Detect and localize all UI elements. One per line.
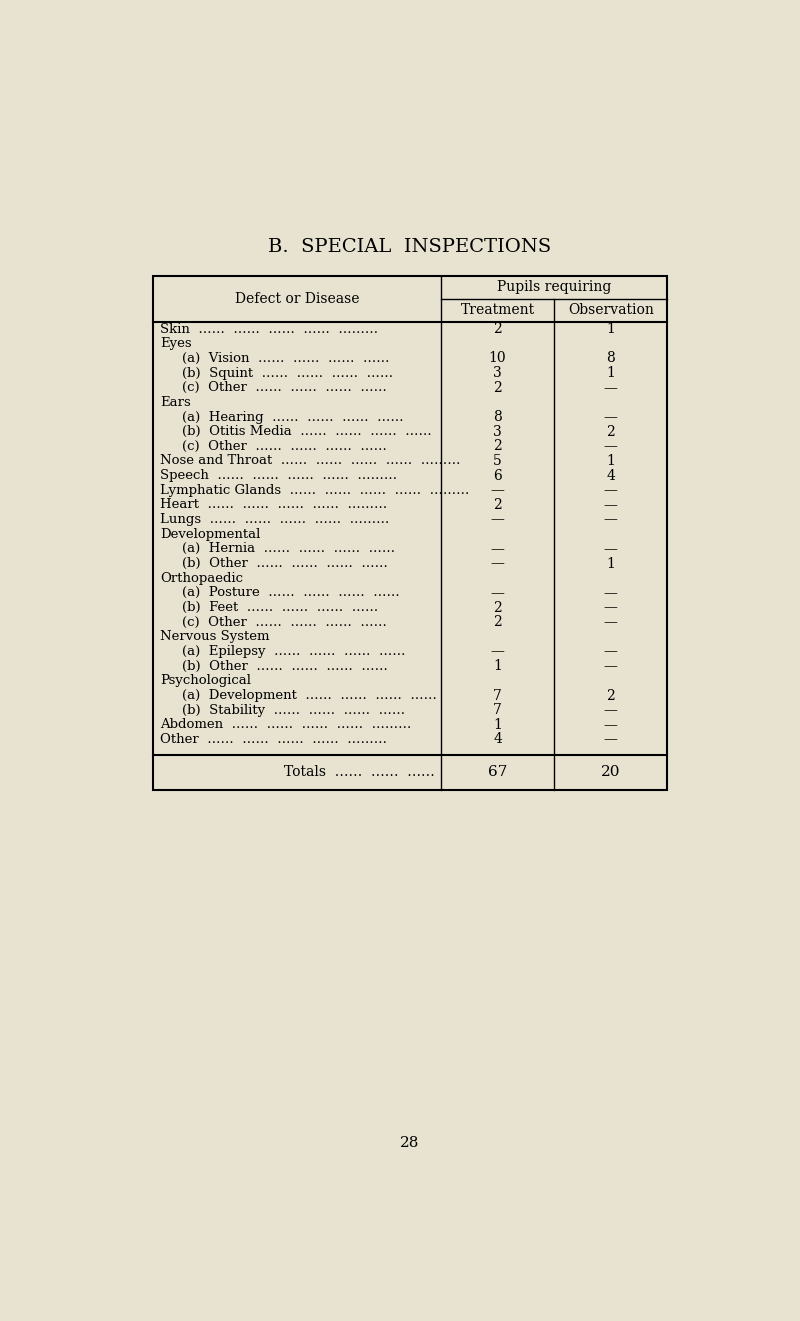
Text: —: — (604, 601, 618, 614)
Text: Defect or Disease: Defect or Disease (234, 292, 359, 305)
Text: (c)  Other  ……  ……  ……  ……: (c) Other …… …… …… …… (182, 440, 387, 453)
Text: 2: 2 (493, 616, 502, 629)
Text: Psychological: Psychological (161, 674, 251, 687)
Text: Nervous System: Nervous System (161, 630, 270, 643)
Text: 2: 2 (493, 498, 502, 513)
Text: 2: 2 (606, 424, 615, 439)
Text: Eyes: Eyes (161, 337, 192, 350)
Text: —: — (604, 380, 618, 395)
Text: —: — (604, 616, 618, 629)
Text: (a)  Hearing  ……  ……  ……  ……: (a) Hearing …… …… …… …… (182, 411, 404, 424)
Text: (b)  Other  ……  ……  ……  ……: (b) Other …… …… …… …… (182, 557, 388, 571)
Text: (c)  Other  ……  ……  ……  ……: (c) Other …… …… …… …… (182, 616, 387, 629)
Text: (a)  Development  ……  ……  ……  ……: (a) Development …… …… …… …… (182, 690, 437, 701)
Text: 8: 8 (606, 351, 615, 366)
Text: Lymphatic Glands  ……  ……  ……  ……  ………: Lymphatic Glands …… …… …… …… ……… (161, 483, 470, 497)
Text: Nose and Throat  ……  ……  ……  ……  ………: Nose and Throat …… …… …… …… ……… (161, 454, 461, 468)
Text: 1: 1 (493, 659, 502, 674)
Text: 1: 1 (606, 366, 615, 380)
Text: 6: 6 (493, 469, 502, 482)
Text: 28: 28 (400, 1136, 420, 1149)
Text: —: — (490, 542, 505, 556)
Text: (b)  Stability  ……  ……  ……  ……: (b) Stability …… …… …… …… (182, 704, 406, 717)
Text: 3: 3 (493, 366, 502, 380)
Text: —: — (604, 440, 618, 453)
Text: —: — (604, 587, 618, 600)
Text: —: — (604, 542, 618, 556)
Text: 2: 2 (493, 322, 502, 336)
Text: Abdomen  ……  ……  ……  ……  ………: Abdomen …… …… …… …… ……… (161, 719, 412, 732)
Text: —: — (604, 513, 618, 527)
Text: 2: 2 (493, 380, 502, 395)
Text: Observation: Observation (568, 304, 654, 317)
Text: 4: 4 (606, 469, 615, 482)
Text: 4: 4 (493, 732, 502, 746)
Text: (a)  Vision  ……  ……  ……  ……: (a) Vision …… …… …… …… (182, 351, 390, 365)
Text: —: — (604, 659, 618, 674)
Text: Developmental: Developmental (161, 528, 261, 540)
Text: (c)  Other  ……  ……  ……  ……: (c) Other …… …… …… …… (182, 382, 387, 394)
Text: (b)  Feet  ……  ……  ……  ……: (b) Feet …… …… …… …… (182, 601, 378, 614)
Text: 2: 2 (493, 440, 502, 453)
Text: (a)  Epilepsy  ……  ……  ……  ……: (a) Epilepsy …… …… …… …… (182, 645, 406, 658)
Text: 1: 1 (606, 454, 615, 468)
Text: —: — (490, 587, 505, 600)
Text: Other  ……  ……  ……  ……  ………: Other …… …… …… …… ……… (161, 733, 387, 746)
Text: —: — (604, 703, 618, 717)
Text: —: — (490, 483, 505, 497)
Text: 20: 20 (601, 765, 621, 779)
Text: 1: 1 (606, 322, 615, 336)
Text: Lungs  ……  ……  ……  ……  ………: Lungs …… …… …… …… ……… (161, 513, 390, 526)
Text: (b)  Squint  ……  ……  ……  ……: (b) Squint …… …… …… …… (182, 366, 394, 379)
Text: —: — (490, 556, 505, 571)
Text: —: — (604, 717, 618, 732)
Text: 8: 8 (493, 410, 502, 424)
Text: (a)  Posture  ……  ……  ……  ……: (a) Posture …… …… …… …… (182, 587, 400, 600)
Text: 10: 10 (489, 351, 506, 366)
Text: (b)  Otitis Media  ……  ……  ……  ……: (b) Otitis Media …… …… …… …… (182, 425, 432, 439)
Text: —: — (490, 513, 505, 527)
Text: 2: 2 (493, 601, 502, 614)
Text: Pupils requiring: Pupils requiring (497, 280, 611, 295)
Text: 1: 1 (493, 717, 502, 732)
Text: (a)  Hernia  ……  ……  ……  ……: (a) Hernia …… …… …… …… (182, 543, 395, 555)
Text: (b)  Other  ……  ……  ……  ……: (b) Other …… …… …… …… (182, 659, 388, 672)
Text: —: — (604, 732, 618, 746)
Text: 3: 3 (493, 424, 502, 439)
Text: 5: 5 (493, 454, 502, 468)
Text: 7: 7 (493, 703, 502, 717)
Text: 2: 2 (606, 688, 615, 703)
Text: Ears: Ears (161, 396, 191, 410)
Text: Totals  ……  ……  ……: Totals …… …… …… (284, 765, 435, 779)
Text: —: — (604, 498, 618, 513)
Text: 1: 1 (606, 556, 615, 571)
Text: B.  SPECIAL  INSPECTIONS: B. SPECIAL INSPECTIONS (269, 238, 551, 256)
Bar (153, 276, 667, 790)
Text: —: — (604, 410, 618, 424)
Text: Orthopaedic: Orthopaedic (161, 572, 243, 585)
Text: —: — (490, 645, 505, 659)
Text: Skin  ……  ……  ……  ……  ………: Skin …… …… …… …… ……… (161, 322, 378, 336)
Text: 67: 67 (488, 765, 507, 779)
Text: Speech  ……  ……  ……  ……  ………: Speech …… …… …… …… ……… (161, 469, 398, 482)
Text: 7: 7 (493, 688, 502, 703)
Text: —: — (604, 483, 618, 497)
Text: Treatment: Treatment (461, 304, 534, 317)
Text: Heart  ……  ……  ……  ……  ………: Heart …… …… …… …… ……… (161, 498, 388, 511)
Text: —: — (604, 645, 618, 659)
